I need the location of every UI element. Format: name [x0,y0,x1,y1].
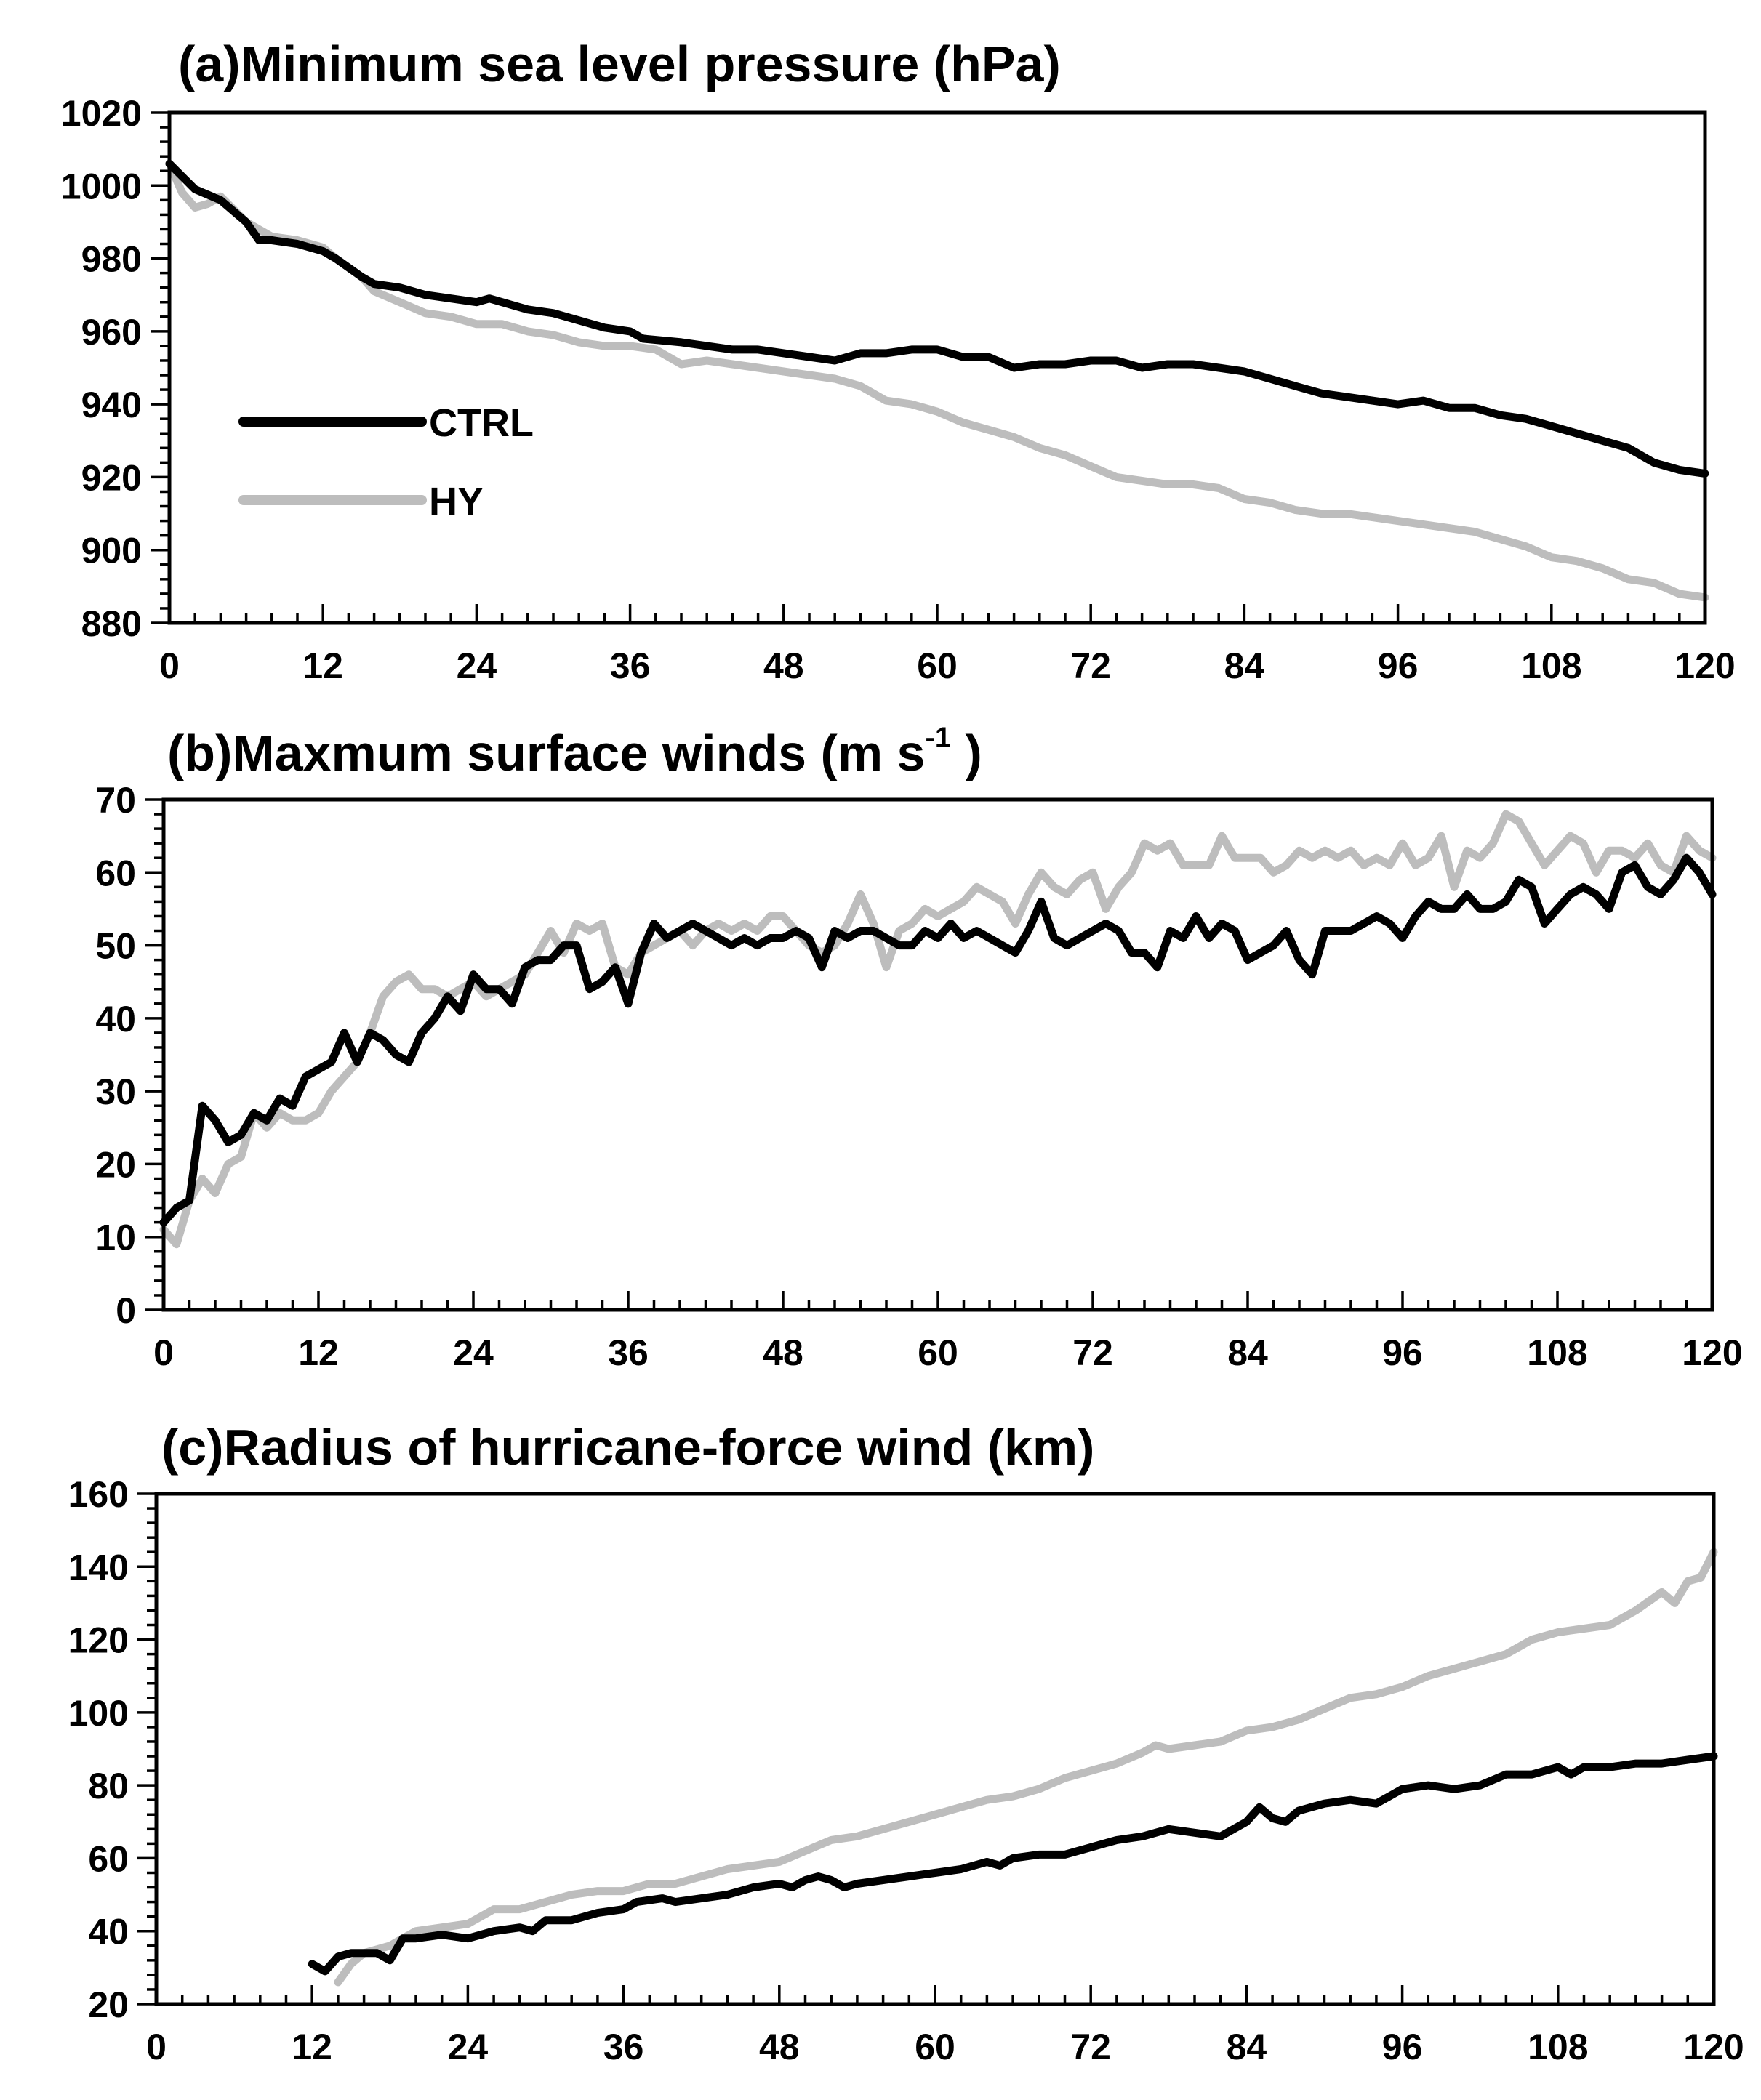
panel-b-x-tick-label: 72 [1072,1332,1113,1373]
panel-b-title-superscript: -1 [925,722,951,754]
panel-a-x-tick-label: 48 [763,645,804,686]
panel-b-y-tick-label: 50 [95,926,136,967]
panel-b-title: (b)Maxmum surface winds (m s-1 ) [167,722,982,781]
panel-c-x-tick-label: 72 [1070,2027,1111,2067]
panel-a-x-tick-label: 12 [302,645,343,686]
panel-b-x-tick-label: 12 [298,1332,339,1373]
panel-a-series [165,159,1709,602]
panel-a-title: (a)Minimum sea level pressure (hPa) [178,36,1061,92]
panel-c-x-tick-label: 24 [448,2027,489,2067]
panel-c-y-tick-label: 20 [88,1984,129,2025]
panel-a-y-tick-label: 940 [81,385,142,425]
panel-a-series-hy-line [165,159,1709,602]
panel-c-plot-frame [154,1492,1716,2006]
panel-b-y-tick-label: 0 [116,1290,136,1331]
panel-a-plot-frame [167,110,1707,625]
panel-c-y-tick-label: 60 [88,1838,129,1879]
panel-b-y-tick-label: 20 [95,1144,136,1185]
panel-a-y-tick-label: 1000 [61,166,142,206]
panel-a-y-tick-label: 880 [81,603,142,644]
panel-a-x-tick-label: 108 [1521,645,1581,686]
panel-c-y-tick-label: 120 [68,1620,129,1661]
panel-b-title-suffix: ) [951,725,982,781]
panel-c-x-tick-label: 120 [1683,2027,1744,2067]
panel-a-y-tick-label: 900 [81,531,142,571]
panel-b-x-tick-label: 84 [1227,1332,1268,1373]
panel-b-y-tick-label: 60 [95,853,136,893]
panel-c: (c)Radius of hurricane-force wind (km) 0… [68,1419,1744,2067]
panel-b-y-tick-label: 70 [95,780,136,821]
legend-ctrl-label: CTRL [429,401,534,445]
panel-b-series [159,810,1717,1249]
panel-b-title-main: (b)Maxmum surface winds (m s [167,725,925,781]
panel-b-x-tick-label: 48 [763,1332,803,1373]
panel-b-x-tick-label: 24 [453,1332,494,1373]
panel-c-y-tick-label: 140 [68,1547,129,1588]
panel-c-series-hy-line [334,1548,1718,1987]
panel-b-series-hy-line [159,810,1717,1249]
panel-c-y-tick-label: 40 [88,1912,129,1952]
panel-a-y-tick-label: 960 [81,312,142,353]
panel-a-y-tick-label: 920 [81,457,142,498]
panel-c-x-tick-label: 96 [1382,2027,1423,2067]
panel-b-series-ctrl-line [159,853,1717,1227]
panel-c-y-tick-label: 160 [68,1474,129,1515]
panel-b-y-tick-label: 30 [95,1071,136,1112]
panel-c-y-tick-label: 80 [88,1766,129,1806]
panel-b-x-tick-label: 108 [1527,1332,1587,1373]
panel-a-axes: 0 12 24 36 48 60 72 84 96 108 120 880 900 920 940 960 98… [61,93,1736,686]
panel-c-x-tick-label: 60 [915,2027,955,2067]
panel-b-axes: 0 12 24 36 48 60 72 84 96 108 120 0 10 20 30 40 50 60 70 [95,780,1742,1373]
panel-a-y-tick-label: 1020 [61,93,142,134]
panel-c-x-tick-label: 36 [603,2027,644,2067]
panel-b-x-tick-label: 96 [1382,1332,1423,1373]
legend: CTRL HY [238,401,534,523]
legend-hy-label: HY [429,480,484,523]
panel-a: (a)Minimum sea level pressure (hPa) 0 12 2… [61,36,1736,686]
panel-c-x-tick-label: 108 [1528,2027,1588,2067]
panel-a-x-tick-label: 72 [1070,645,1111,686]
panel-c-y-tick-label: 100 [68,1693,129,1734]
panel-a-x-tick-label: 120 [1674,645,1735,686]
panel-b-x-tick-label: 120 [1682,1332,1742,1373]
panel-a-x-tick-label: 36 [610,645,651,686]
panel-a-y-tick-label: 980 [81,239,142,280]
panel-c-series [308,1548,1718,1987]
panel-a-x-tick-label: 96 [1378,645,1419,686]
panel-b-y-tick-label: 40 [95,999,136,1039]
panel-b-x-tick-label: 60 [918,1332,958,1373]
panel-a-x-tick-label: 84 [1224,645,1265,686]
panel-b-y-tick-label: 10 [95,1218,136,1258]
panel-a-x-tick-label: 0 [159,645,180,686]
panel-c-series-ctrl-line [308,1752,1718,1976]
panel-c-x-tick-label: 84 [1227,2027,1267,2067]
panel-b: (b)Maxmum surface winds (m s-1 ) 0 12 24 36… [95,722,1742,1373]
panel-c-x-tick-label: 0 [146,2027,167,2067]
panel-a-x-tick-label: 60 [917,645,958,686]
panel-c-title: (c)Radius of hurricane-force wind (km) [161,1419,1094,1476]
panel-c-axes: 0 12 24 36 48 60 72 84 96 108 120 20 40 60 80 100 120 140… [68,1474,1744,2067]
panel-a-series-ctrl-line [165,159,1709,478]
panel-c-x-tick-label: 12 [292,2027,332,2067]
panel-b-x-tick-label: 36 [608,1332,649,1373]
panel-b-x-tick-label: 0 [153,1332,174,1373]
panel-c-x-tick-label: 48 [759,2027,800,2067]
panel-a-x-tick-label: 24 [457,645,497,686]
